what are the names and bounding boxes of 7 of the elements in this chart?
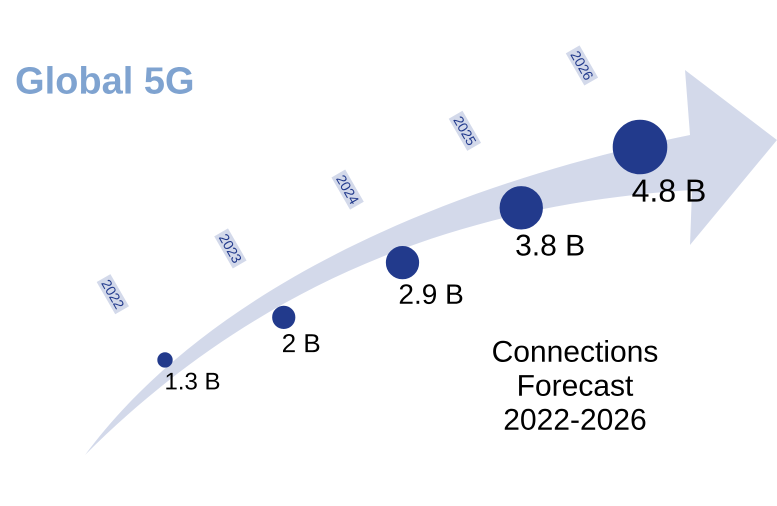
data-label: 2.9 B (400, 284, 462, 304)
data-label: 1.3 B (166, 372, 220, 390)
data-label: 2 B (282, 334, 320, 352)
text: Connections Forecast 2022-2026 (493, 340, 658, 430)
text: Global 5G (16, 66, 192, 94)
data-label: 3.8 B (516, 234, 584, 256)
data-label: 4.8 B (632, 179, 705, 202)
